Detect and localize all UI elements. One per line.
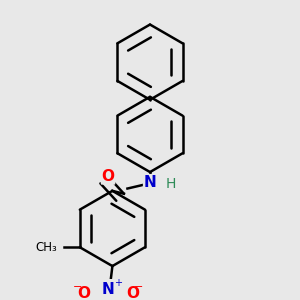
Text: N: N xyxy=(144,175,156,190)
Text: −: − xyxy=(134,282,143,292)
Text: O: O xyxy=(77,286,90,300)
Text: O: O xyxy=(126,286,139,300)
Text: O: O xyxy=(102,169,115,184)
Text: H: H xyxy=(166,177,176,190)
Text: CH₃: CH₃ xyxy=(35,241,57,254)
Text: +: + xyxy=(114,278,122,288)
Text: N: N xyxy=(102,282,114,297)
Text: −: − xyxy=(73,282,82,292)
